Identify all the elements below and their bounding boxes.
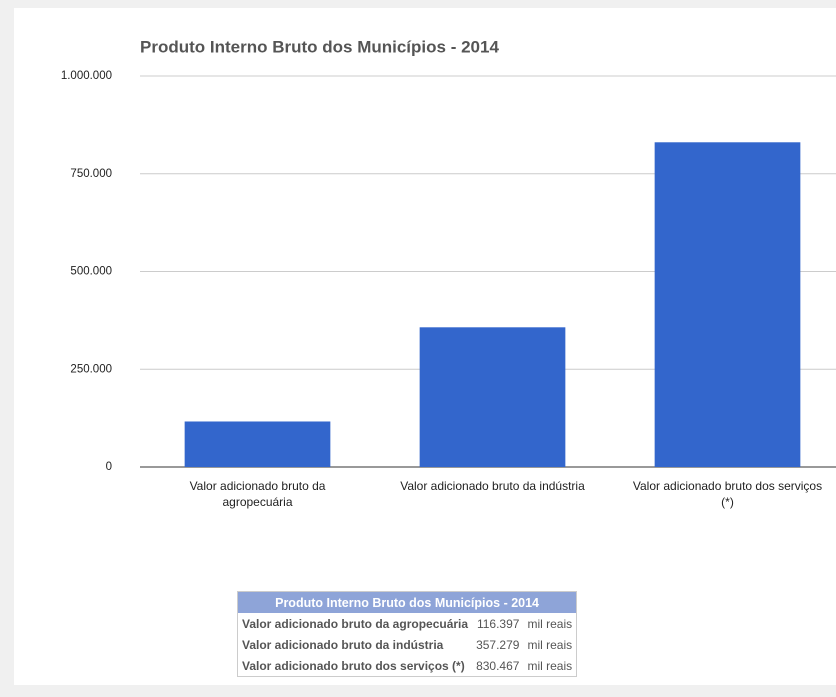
table-cell: mil reais <box>527 616 573 631</box>
data-table: Produto Interno Bruto dos Municípios - 2… <box>237 591 578 677</box>
y-tick-label: 250.000 <box>70 363 112 375</box>
x-tick-label: Valor adicionado bruto da indústria <box>400 479 585 493</box>
table-cell: 116.397 <box>476 616 520 631</box>
x-tick-label: Valor adicionado bruto dos serviços (*) <box>632 479 823 509</box>
y-tick-label: 0 <box>106 461 112 473</box>
y-tick-label: 1.000.000 <box>61 70 112 82</box>
table-row: Valor adicionado bruto da agropecuária 11… <box>238 613 577 634</box>
bar <box>654 142 801 467</box>
table-cell: Valor adicionado bruto dos serviços (*) <box>242 658 465 673</box>
table-title: Produto Interno Bruto dos Municípios - 2… <box>237 591 577 613</box>
table-cell: 830.467 <box>476 658 520 673</box>
y-tick-label: 500.000 <box>70 266 112 278</box>
table-cell: Valor adicionado bruto da agropecuária <box>242 616 469 631</box>
bar <box>184 421 331 467</box>
bar <box>419 327 566 467</box>
table-cell: 357.279 <box>476 637 520 652</box>
table-cell: mil reais <box>527 658 573 673</box>
table-row: Valor adicionado bruto dos serviços (*) 8… <box>238 655 577 677</box>
table-cell: mil reais <box>527 637 573 652</box>
x-tick-label: Valor adicionado bruto da agropecuária <box>189 479 326 509</box>
table-cell: Valor adicionado bruto da indústria <box>242 637 444 652</box>
table-row: Valor adicionado bruto da indústria 357.2… <box>238 634 577 655</box>
y-tick-label: 750.000 <box>70 168 112 180</box>
chart-title: Produto Interno Bruto dos Municípios - 2… <box>140 37 499 56</box>
